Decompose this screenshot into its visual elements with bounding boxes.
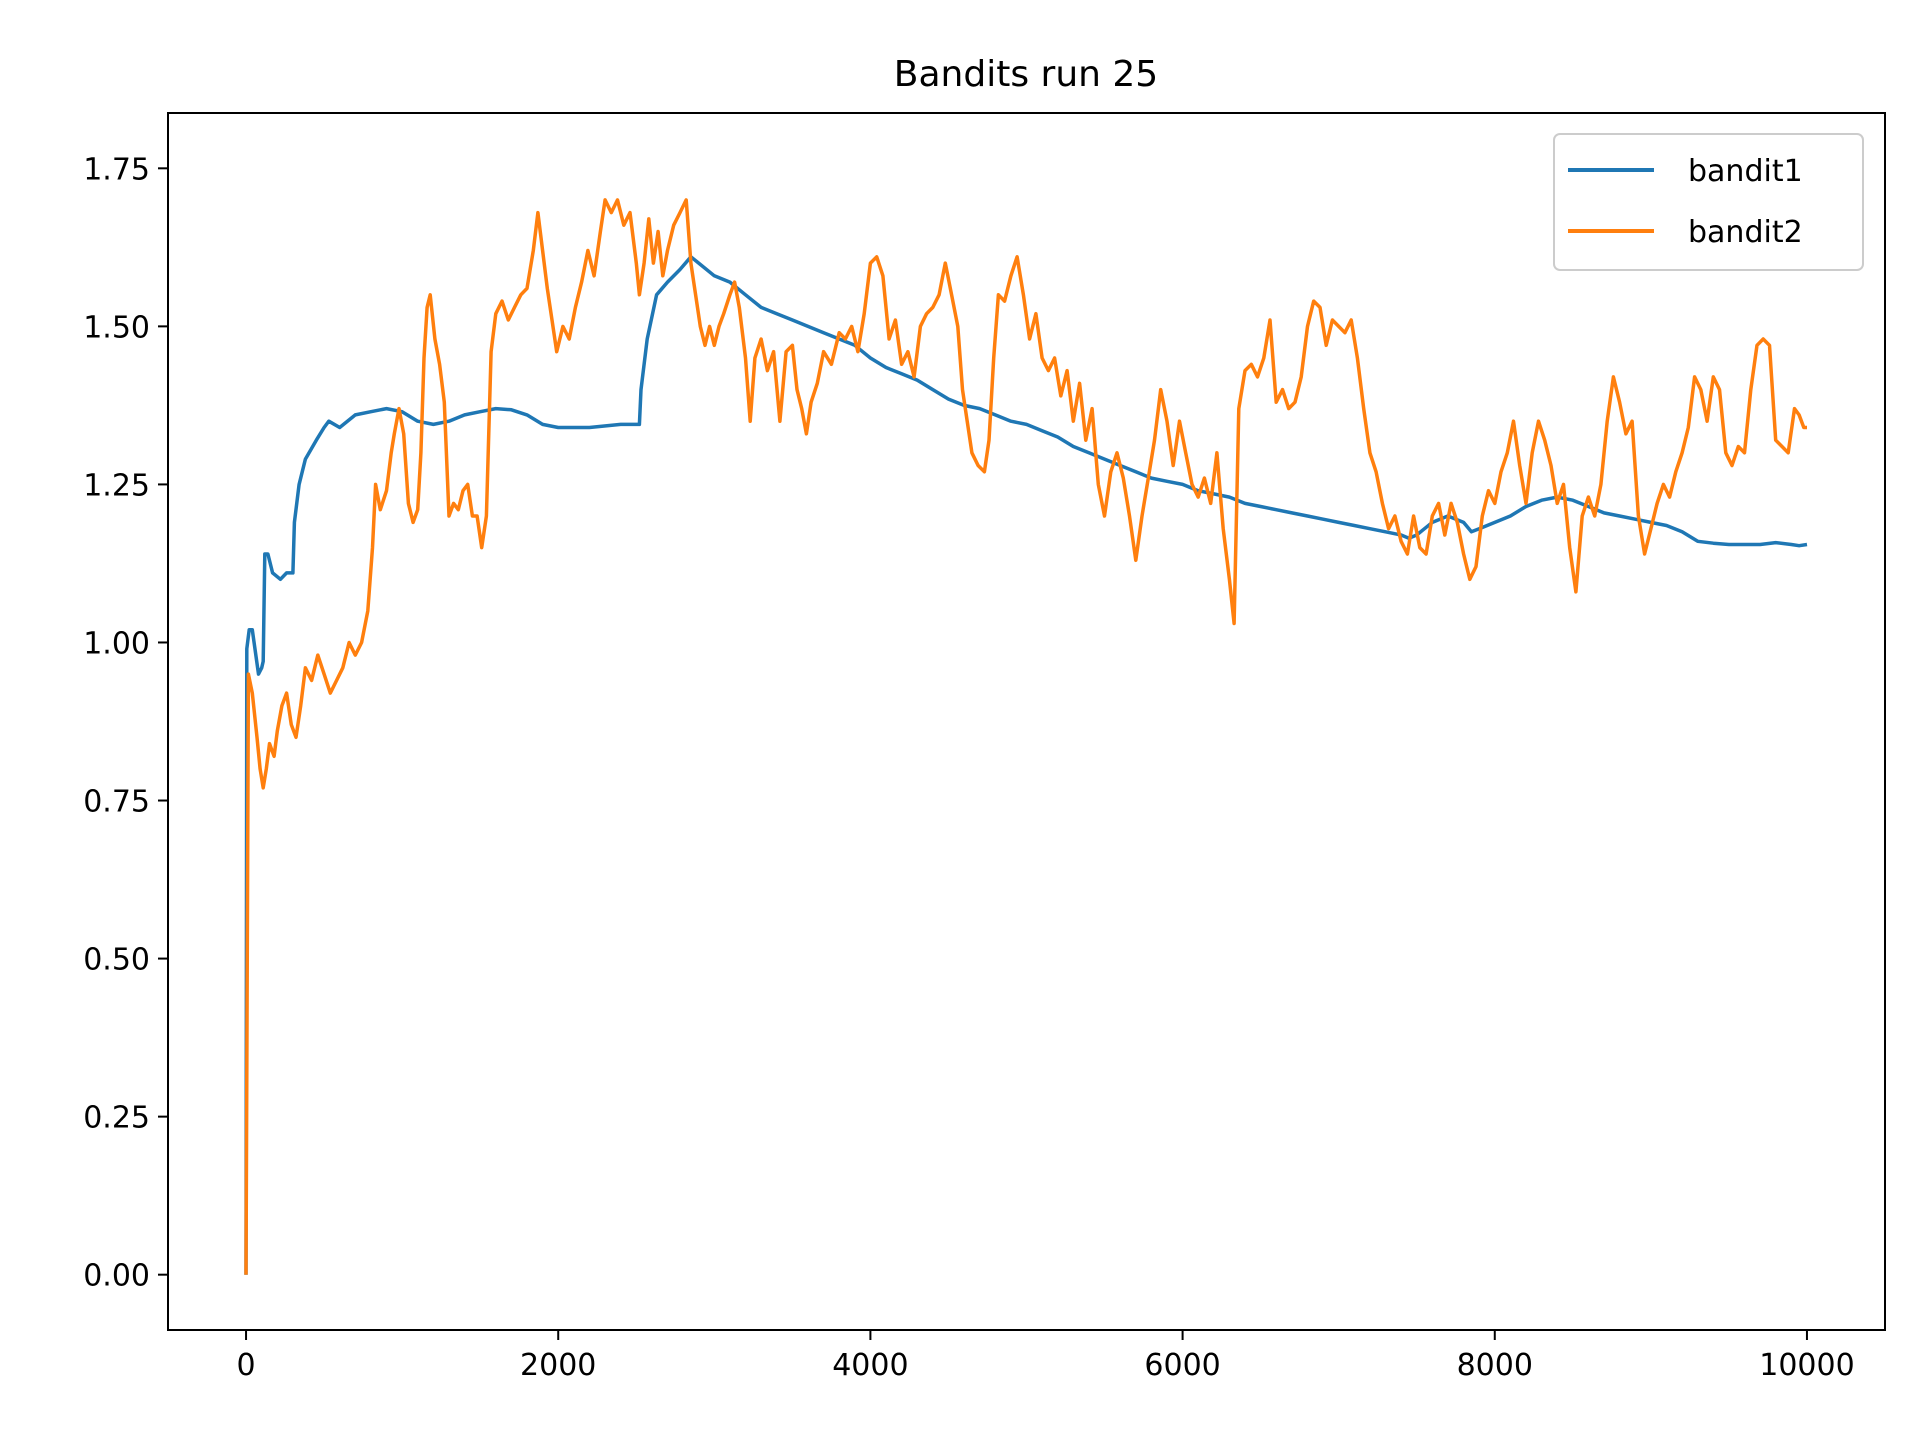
chart-title: Bandits run 25 (894, 54, 1158, 95)
plot-frame (167, 112, 1886, 1331)
y-tick-label: 1.50 (83, 310, 150, 345)
y-tick-label: 1.25 (83, 468, 150, 503)
legend-label-bandit1: bandit1 (1688, 154, 1803, 189)
x-tick-label: 2000 (520, 1348, 596, 1383)
y-tick-label: 0.00 (83, 1259, 150, 1294)
y-tick-label: 0.50 (83, 943, 150, 978)
y-tick-label: 0.75 (83, 785, 150, 820)
y-tick-label: 1.00 (83, 626, 150, 661)
series-line-bandit2 (244, 198, 1807, 1275)
x-tick-label: 4000 (832, 1348, 908, 1383)
x-tick-label: 8000 (1457, 1348, 1533, 1383)
y-tick-label: 0.25 (83, 1101, 150, 1136)
plot-lines (244, 198, 1808, 1275)
legend: bandit1 bandit2 (1553, 133, 1864, 271)
x-tick-label: 6000 (1144, 1348, 1220, 1383)
y-tick-label: 1.75 (83, 152, 150, 187)
series-line-bandit1 (244, 255, 1808, 1275)
x-tick-label: 10000 (1759, 1348, 1854, 1383)
x-tick-label: 0 (236, 1348, 255, 1383)
y-axis: 0.00 0.25 0.50 0.75 1.00 1.25 1.50 1.75 (83, 152, 168, 1294)
legend-label-bandit2: bandit2 (1688, 215, 1803, 250)
x-axis: 0 2000 4000 6000 8000 10000 (236, 1330, 1855, 1383)
